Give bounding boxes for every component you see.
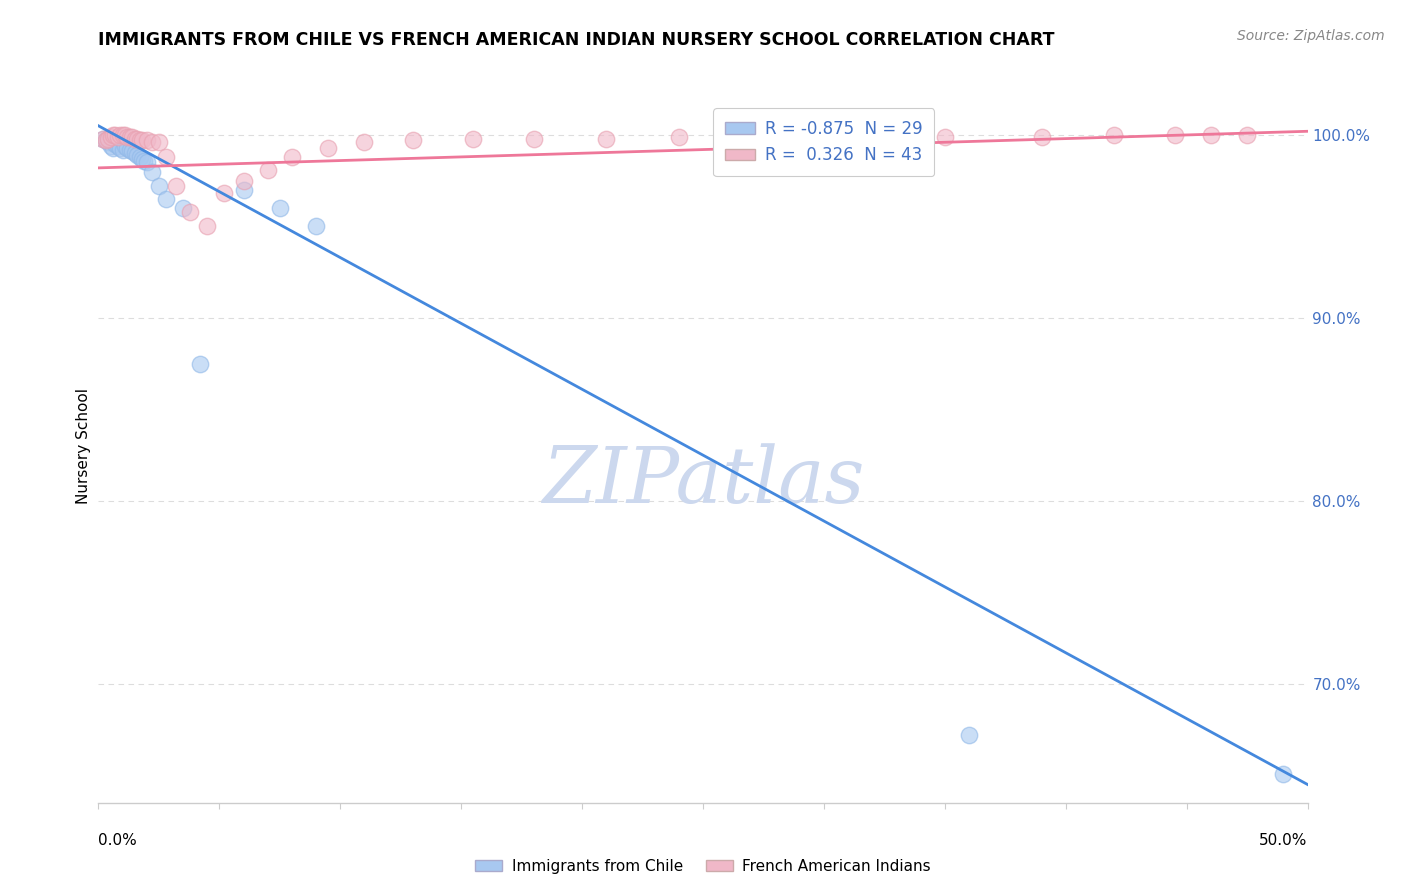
Point xyxy=(934,129,956,144)
Point xyxy=(316,141,339,155)
Point xyxy=(668,129,690,144)
Point xyxy=(114,128,136,142)
Text: ZIPatlas: ZIPatlas xyxy=(541,443,865,520)
Point xyxy=(127,131,149,145)
Point xyxy=(1163,128,1185,142)
Point xyxy=(957,728,980,742)
Point xyxy=(305,219,328,234)
Point xyxy=(91,131,114,145)
Point xyxy=(97,131,120,145)
Text: Source: ZipAtlas.com: Source: ZipAtlas.com xyxy=(1237,29,1385,43)
Point xyxy=(523,131,546,145)
Point xyxy=(111,128,134,142)
Point xyxy=(131,152,153,166)
Point xyxy=(101,141,124,155)
Point xyxy=(1199,128,1222,142)
Point xyxy=(232,183,254,197)
Point xyxy=(134,153,156,168)
Point xyxy=(117,141,139,155)
Point xyxy=(232,174,254,188)
Point xyxy=(107,139,129,153)
Point xyxy=(179,204,201,219)
Point xyxy=(172,201,194,215)
Point xyxy=(121,129,143,144)
Point xyxy=(148,135,170,149)
Point xyxy=(1102,128,1125,142)
Point xyxy=(1031,129,1053,144)
Point xyxy=(100,139,122,153)
Point xyxy=(108,128,131,142)
Point xyxy=(128,133,150,147)
Text: 50.0%: 50.0% xyxy=(1260,833,1308,848)
Point xyxy=(155,150,177,164)
Point xyxy=(124,146,146,161)
Point xyxy=(104,137,127,152)
Point xyxy=(402,133,425,147)
Point xyxy=(148,179,170,194)
Point xyxy=(463,131,485,145)
Point xyxy=(118,129,141,144)
Point xyxy=(837,129,859,144)
Point xyxy=(91,131,114,145)
Point xyxy=(94,133,117,147)
Point xyxy=(104,128,127,142)
Point xyxy=(135,133,157,147)
Point xyxy=(135,155,157,169)
Point xyxy=(141,164,163,178)
Point xyxy=(155,192,177,206)
Point xyxy=(353,135,375,149)
Point xyxy=(269,201,291,215)
Point xyxy=(1272,766,1295,780)
Point xyxy=(124,131,146,145)
Legend: R = -0.875  N = 29, R =  0.326  N = 43: R = -0.875 N = 29, R = 0.326 N = 43 xyxy=(713,108,935,176)
Point xyxy=(141,135,163,149)
Point xyxy=(128,150,150,164)
Point xyxy=(281,150,304,164)
Point xyxy=(94,133,117,147)
Point xyxy=(117,129,139,144)
Point xyxy=(752,129,775,144)
Point xyxy=(100,129,122,144)
Point xyxy=(165,179,187,194)
Text: IMMIGRANTS FROM CHILE VS FRENCH AMERICAN INDIAN NURSERY SCHOOL CORRELATION CHART: IMMIGRANTS FROM CHILE VS FRENCH AMERICAN… xyxy=(98,31,1054,49)
Point xyxy=(256,162,278,177)
Y-axis label: Nursery School: Nursery School xyxy=(76,388,91,504)
Point xyxy=(111,143,134,157)
Point xyxy=(108,141,131,155)
Point xyxy=(595,131,617,145)
Point xyxy=(118,143,141,157)
Point xyxy=(107,129,129,144)
Point xyxy=(121,145,143,159)
Point xyxy=(127,148,149,162)
Point xyxy=(131,133,153,147)
Point xyxy=(114,139,136,153)
Point xyxy=(188,357,211,371)
Text: 0.0%: 0.0% xyxy=(98,833,138,848)
Point xyxy=(195,219,218,234)
Point xyxy=(97,135,120,149)
Point xyxy=(212,186,235,201)
Legend: Immigrants from Chile, French American Indians: Immigrants from Chile, French American I… xyxy=(468,853,938,880)
Point xyxy=(1236,128,1258,142)
Point xyxy=(101,128,124,142)
